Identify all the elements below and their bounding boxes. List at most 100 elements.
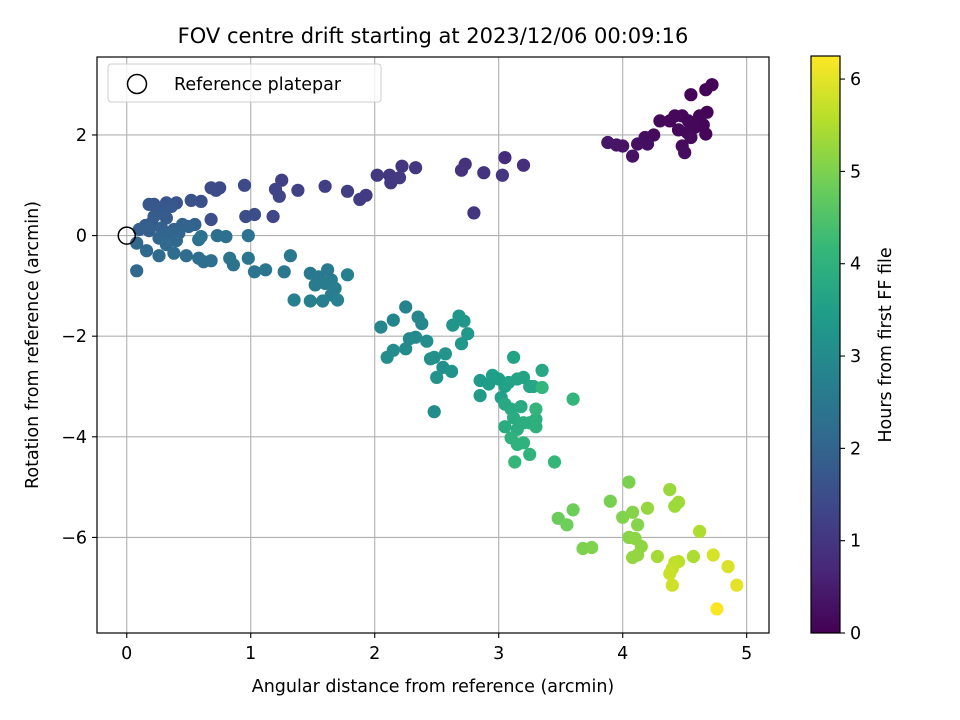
data-point	[467, 206, 481, 220]
data-point	[585, 540, 599, 555]
data-point	[622, 475, 636, 489]
legend-label: Reference platepar	[174, 75, 342, 95]
data-point	[477, 166, 491, 180]
y-tick-label: 0	[76, 227, 87, 247]
data-point	[167, 246, 181, 260]
data-point	[495, 168, 509, 182]
data-point	[330, 293, 345, 307]
data-point	[370, 168, 384, 182]
data-point	[374, 320, 388, 334]
data-point	[287, 293, 301, 307]
data-point	[427, 350, 441, 364]
data-point	[686, 549, 701, 564]
data-point	[721, 560, 735, 574]
plot-frame	[96, 56, 770, 634]
data-point	[308, 278, 322, 292]
x-axis-ticks: 0 1 2 3 4 5	[121, 633, 752, 664]
data-point	[415, 317, 429, 331]
data-point	[665, 578, 679, 592]
data-point	[321, 263, 335, 277]
data-point	[461, 327, 475, 341]
data-point	[169, 234, 183, 248]
colorbar-tick-label: 1	[850, 532, 861, 552]
data-point	[535, 363, 549, 377]
data-point	[560, 518, 574, 532]
data-point	[498, 151, 512, 165]
data-point	[353, 192, 367, 206]
data-point	[184, 193, 198, 207]
data-point	[283, 249, 297, 263]
data-point	[182, 219, 196, 234]
data-point	[601, 135, 615, 150]
data-point	[535, 380, 549, 395]
data-point	[430, 370, 444, 384]
colorbar-ticks: 0 1 2 3 4 5 6	[840, 70, 861, 644]
y-tick-label: −2	[61, 327, 87, 347]
data-point	[663, 567, 677, 581]
data-point	[626, 550, 640, 565]
data-point	[706, 548, 720, 562]
data-point	[653, 114, 667, 128]
x-tick-label: 0	[121, 644, 132, 664]
data-points	[130, 78, 744, 616]
grid-lines	[97, 57, 769, 633]
data-point	[640, 501, 655, 515]
data-point	[247, 265, 262, 279]
x-tick-label: 5	[741, 644, 752, 664]
colorbar-tick-label: 2	[850, 439, 861, 459]
colorbar-tick-label: 0	[850, 624, 861, 644]
data-point	[616, 510, 630, 524]
data-point	[631, 518, 645, 532]
data-point	[291, 183, 305, 197]
colorbar-tick-label: 3	[850, 347, 861, 367]
data-point	[684, 130, 698, 145]
data-point	[241, 229, 255, 243]
data-point	[152, 249, 166, 263]
data-point	[516, 436, 531, 450]
data-point	[409, 330, 423, 344]
data-point	[445, 364, 459, 378]
data-point	[699, 127, 713, 141]
y-tick-label: 2	[76, 126, 87, 146]
colorbar-tick-label: 5	[850, 162, 861, 182]
data-point	[529, 402, 543, 416]
data-point	[380, 350, 394, 364]
data-point	[316, 294, 330, 308]
data-point	[566, 503, 580, 517]
reference-platepar-marker	[117, 226, 137, 245]
data-point	[498, 420, 512, 434]
x-axis-label: Angular distance from reference (arcmin)	[252, 677, 615, 697]
data-point	[566, 392, 580, 406]
data-point	[399, 342, 413, 356]
data-point	[399, 300, 413, 314]
data-point	[547, 455, 562, 469]
data-point	[693, 524, 707, 539]
y-tick-label: −4	[61, 428, 87, 448]
data-point	[340, 184, 355, 198]
data-point	[164, 199, 178, 213]
x-tick-label: 4	[617, 644, 628, 664]
data-point	[237, 178, 252, 192]
data-point	[457, 314, 471, 328]
data-point	[514, 400, 528, 414]
data-point	[516, 158, 531, 172]
data-point	[159, 238, 173, 252]
colorbar-tick-label: 6	[850, 70, 861, 90]
data-point	[529, 420, 543, 434]
data-point	[386, 313, 400, 327]
data-point	[427, 405, 441, 419]
data-point	[179, 249, 193, 263]
data-point	[340, 268, 355, 282]
data-point	[204, 181, 218, 195]
legend-box	[107, 63, 382, 103]
data-point	[130, 264, 144, 278]
data-point	[194, 230, 208, 244]
data-point	[699, 83, 713, 97]
y-axis-label: Rotation from reference (arcmin)	[23, 201, 43, 489]
data-point	[640, 137, 655, 151]
data-point	[684, 88, 698, 102]
data-point	[277, 265, 291, 279]
data-point	[241, 251, 255, 265]
data-point	[603, 494, 617, 508]
data-point	[506, 411, 521, 425]
